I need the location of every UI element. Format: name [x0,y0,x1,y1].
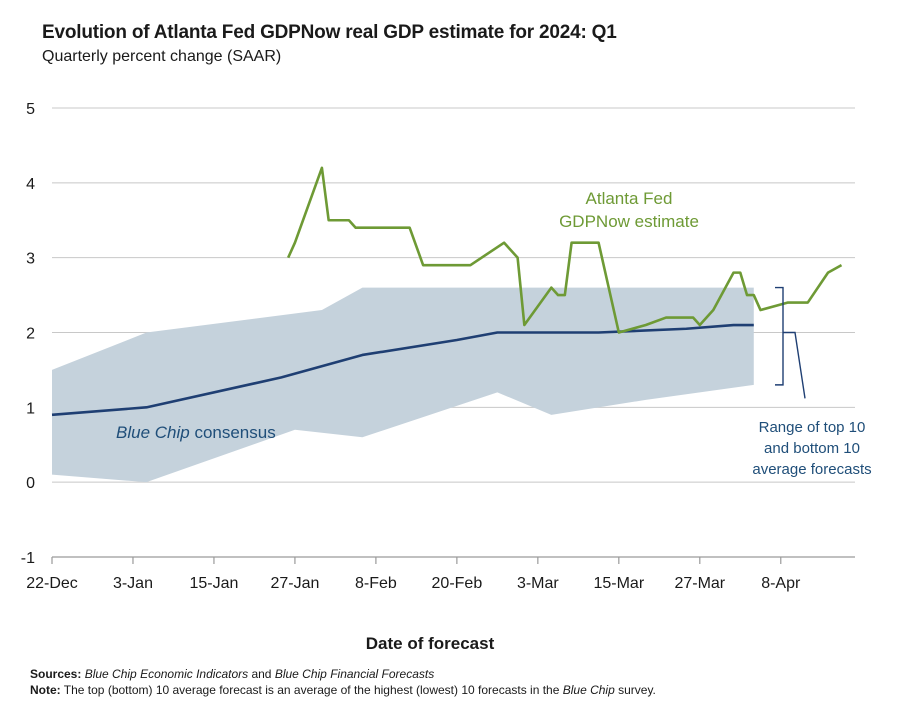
x-tick-label: 8-Feb [355,575,397,592]
note-label: Note: [30,683,61,697]
x-axis-title: Date of forecast [365,634,495,653]
x-tick-label: 20-Feb [432,575,483,592]
y-tick-label: 5 [26,101,35,118]
note-part1: The top (bottom) 10 average forecast is … [60,683,563,697]
annotation-layer: Atlanta Fed GDPNow estimate Blue Chip cons… [116,189,872,478]
x-tick-label: 15-Jan [189,575,238,592]
range-bracket [775,286,784,386]
sources-part1: Blue Chip Economic Indicators [84,667,249,681]
range-pointer [783,331,806,399]
note-part3: survey. [614,683,656,697]
series-layer [51,166,843,417]
blue-chip-consensus-line [51,323,754,417]
x-tick-label: 3-Mar [517,575,559,592]
gdpnow-estimate-line [286,166,843,334]
y-tick-label: 3 [26,251,35,268]
y-tick-label: 4 [26,176,35,193]
axis-layer: -1 0 1 2 3 4 5 22-Dec 3-Jan 15-Jan 27-Jan 8-Feb 20-F… [21,101,855,592]
consensus-label: Blue Chip consensus [116,423,276,442]
sources-line: Sources: Blue Chip Economic Indicators a… [30,666,820,682]
gdp-chart: -1 0 1 2 3 4 5 22-Dec 3-Jan 15-Jan 27-Jan 8-Feb 20-F… [21,101,872,592]
chart-subtitle: Quarterly percent change (SAAR) [42,48,282,65]
range-label: and bottom 10 [764,440,860,457]
y-tick-label: -1 [21,550,35,567]
range-label: average forecasts [752,461,871,478]
x-tick-label: 8-Apr [761,575,801,592]
y-tick-label: 1 [26,400,35,417]
sources-part3: Blue Chip Financial Forecasts [274,667,435,681]
x-tick-label: 3-Jan [113,575,153,592]
footnotes: Sources: Blue Chip Economic Indicators a… [30,666,820,698]
forecast-range-band [52,287,754,483]
range-label: Range of top 10 [759,419,866,436]
x-tick-label: 27-Jan [270,575,319,592]
x-tick-label: 15-Mar [593,575,644,592]
sources-part2: and [248,667,275,681]
y-tick-label: 2 [26,326,35,343]
y-tick-label: 0 [26,475,35,492]
chart-title: Evolution of Atlanta Fed GDPNow real GDP… [42,22,617,43]
x-tick-label: 27-Mar [674,575,725,592]
sources-label: Sources: [30,667,82,681]
range-band-layer [52,287,754,483]
note-part2: Blue Chip [562,683,615,697]
gdpnow-label: GDPNow estimate [559,212,699,231]
x-tick-label: 22-Dec [26,575,78,592]
note-line: Note: The top (bottom) 10 average foreca… [30,682,820,698]
gdpnow-label: Atlanta Fed [586,189,673,208]
